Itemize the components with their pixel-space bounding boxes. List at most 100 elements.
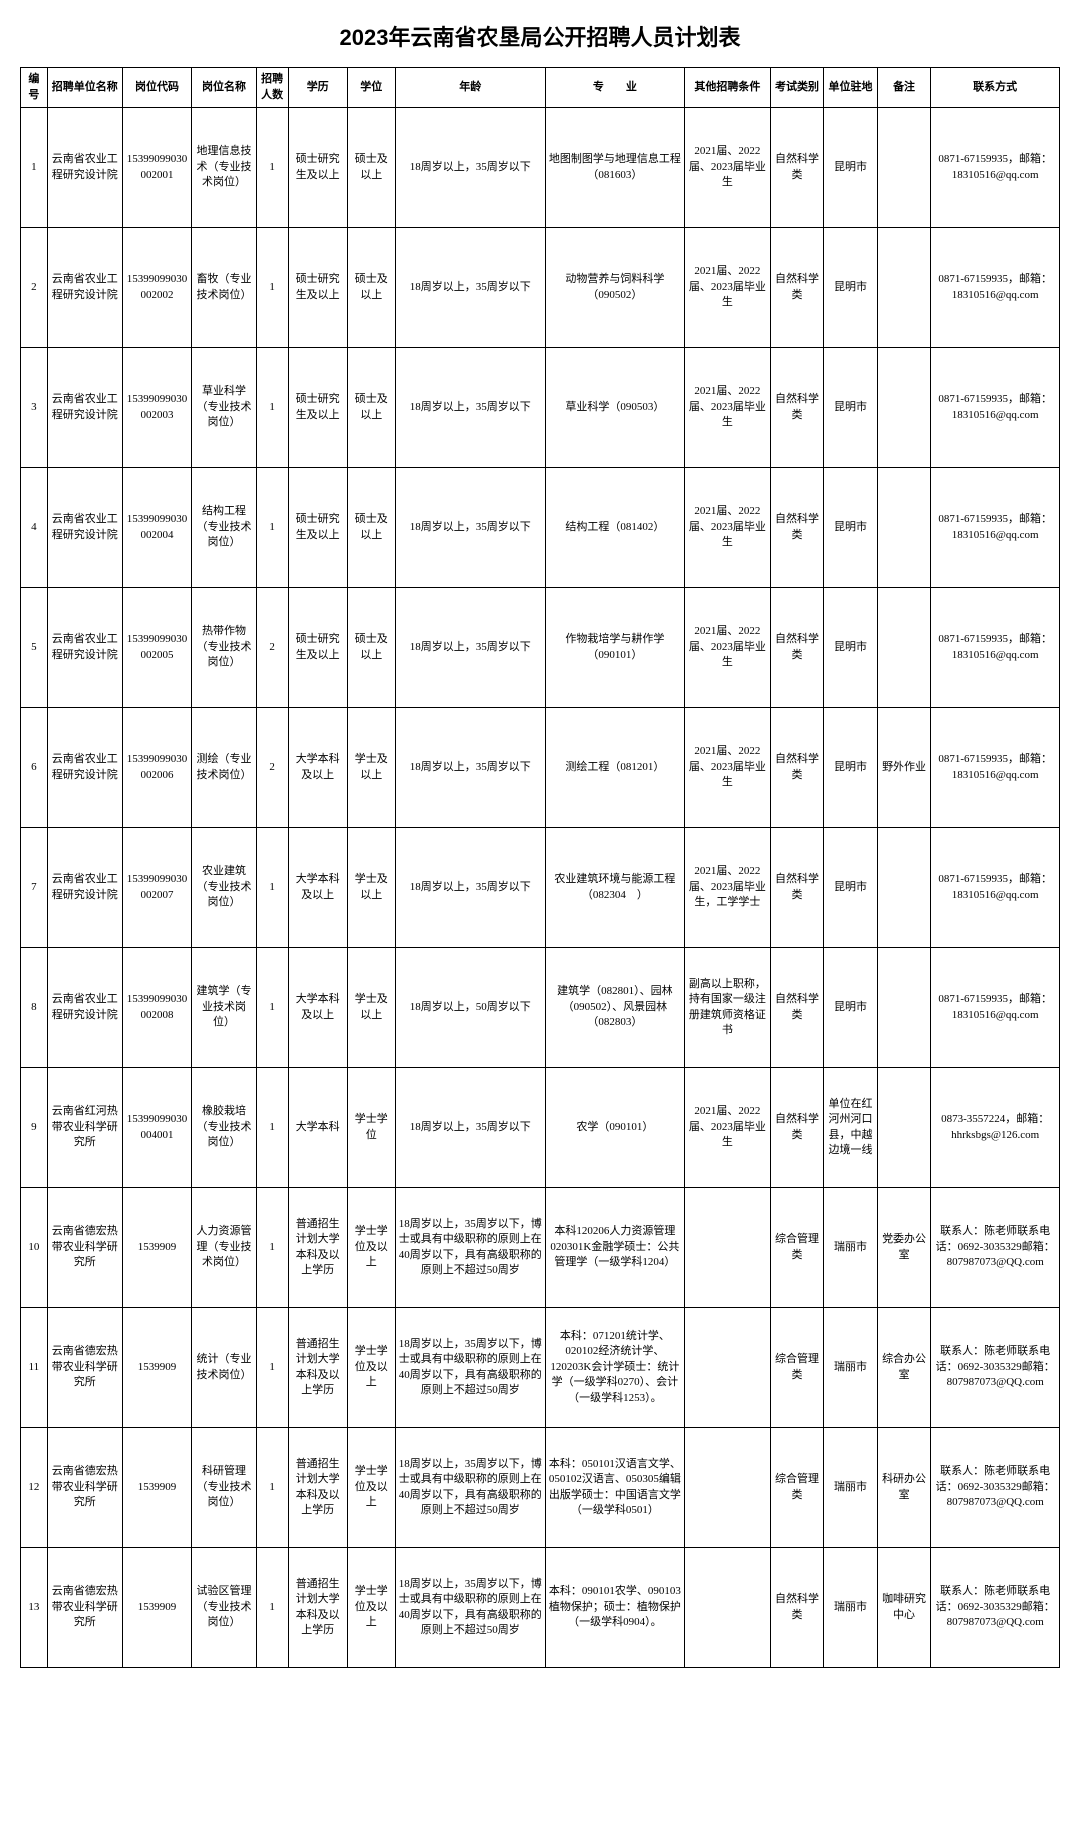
- cell-education: 硕士研究生及以上: [288, 348, 347, 468]
- cell-major: 建筑学（082801）、园林（090502）、风景园林（082803）: [545, 948, 684, 1068]
- cell-education: 大学本科及以上: [288, 948, 347, 1068]
- table-header-row: 编号 招聘单位名称 岗位代码 岗位名称 招聘人数 学历 学位 年龄 专 业 其他…: [21, 68, 1060, 108]
- cell-contact: 0873-3557224，邮箱：hhrksbgs@126.com: [931, 1068, 1060, 1188]
- cell-unit: 云南省农业工程研究设计院: [47, 948, 122, 1068]
- cell-age: 18周岁以上，35周岁以下，博士或具有中级职称的原则上在40周岁以下，具有高级职…: [395, 1308, 545, 1428]
- cell-location: 昆明市: [824, 588, 878, 708]
- header-location: 单位驻地: [824, 68, 878, 108]
- cell-major: 农业建筑环境与能源工程（082304 ）: [545, 828, 684, 948]
- cell-other: 2021届、2022届、2023届毕业生: [685, 348, 771, 468]
- header-exam: 考试类别: [770, 68, 824, 108]
- cell-position: 科研管理（专业技术岗位）: [192, 1428, 256, 1548]
- cell-education: 硕士研究生及以上: [288, 468, 347, 588]
- header-num: 编号: [21, 68, 48, 108]
- cell-count: 1: [256, 348, 288, 468]
- cell-other: 2021届、2022届、2023届毕业生，工学学士: [685, 828, 771, 948]
- recruitment-table: 编号 招聘单位名称 岗位代码 岗位名称 招聘人数 学历 学位 年龄 专 业 其他…: [20, 67, 1060, 1668]
- cell-remark: [877, 108, 931, 228]
- cell-unit: 云南省农业工程研究设计院: [47, 228, 122, 348]
- cell-num: 13: [21, 1548, 48, 1668]
- cell-code: 15399099030002001: [122, 108, 192, 228]
- cell-age: 18周岁以上，35周岁以下，博士或具有中级职称的原则上在40周岁以下，具有高级职…: [395, 1548, 545, 1668]
- header-code: 岗位代码: [122, 68, 192, 108]
- cell-location: 昆明市: [824, 108, 878, 228]
- cell-location: 昆明市: [824, 948, 878, 1068]
- cell-num: 4: [21, 468, 48, 588]
- cell-age: 18周岁以上，35周岁以下: [395, 348, 545, 468]
- cell-other: 2021届、2022届、2023届毕业生: [685, 708, 771, 828]
- cell-contact: 联系人：陈老师联系电话：0692-3035329邮箱：807987073@QQ.…: [931, 1308, 1060, 1428]
- header-education: 学历: [288, 68, 347, 108]
- cell-degree: 硕士及以上: [347, 468, 395, 588]
- header-remark: 备注: [877, 68, 931, 108]
- cell-location: 瑞丽市: [824, 1428, 878, 1548]
- cell-code: 15399099030002002: [122, 228, 192, 348]
- cell-num: 9: [21, 1068, 48, 1188]
- cell-other: 副高以上职称，持有国家一级注册建筑师资格证书: [685, 948, 771, 1068]
- cell-exam: 自然科学类: [770, 948, 824, 1068]
- cell-position: 地理信息技术（专业技术岗位）: [192, 108, 256, 228]
- cell-major: 本科：071201统计学、020102经济统计学、120203K会计学硕士：统计…: [545, 1308, 684, 1428]
- table-row: 5云南省农业工程研究设计院15399099030002005热带作物（专业技术岗…: [21, 588, 1060, 708]
- cell-major: 地图制图学与地理信息工程（081603）: [545, 108, 684, 228]
- cell-contact: 0871-67159935，邮箱：18310516@qq.com: [931, 108, 1060, 228]
- cell-age: 18周岁以上，35周岁以下: [395, 228, 545, 348]
- cell-num: 1: [21, 108, 48, 228]
- cell-education: 硕士研究生及以上: [288, 588, 347, 708]
- cell-remark: [877, 948, 931, 1068]
- cell-contact: 0871-67159935，邮箱：18310516@qq.com: [931, 708, 1060, 828]
- cell-major: 草业科学（090503）: [545, 348, 684, 468]
- cell-education: 硕士研究生及以上: [288, 108, 347, 228]
- cell-position: 橡胶栽培（专业技术岗位）: [192, 1068, 256, 1188]
- table-row: 9云南省红河热带农业科学研究所15399099030004001橡胶栽培（专业技…: [21, 1068, 1060, 1188]
- header-count: 招聘人数: [256, 68, 288, 108]
- cell-count: 1: [256, 828, 288, 948]
- cell-exam: 自然科学类: [770, 828, 824, 948]
- cell-major: 测绘工程（081201）: [545, 708, 684, 828]
- cell-location: 瑞丽市: [824, 1548, 878, 1668]
- page-title: 2023年云南省农垦局公开招聘人员计划表: [20, 20, 1060, 52]
- cell-major: 本科：090101农学、090103植物保护；硕士：植物保护（一级学科0904）…: [545, 1548, 684, 1668]
- cell-exam: 自然科学类: [770, 1548, 824, 1668]
- cell-contact: 联系人：陈老师联系电话：0692-3035329邮箱：807987073@QQ.…: [931, 1188, 1060, 1308]
- cell-code: 15399099030002004: [122, 468, 192, 588]
- cell-position: 结构工程（专业技术岗位）: [192, 468, 256, 588]
- cell-exam: 自然科学类: [770, 588, 824, 708]
- header-contact: 联系方式: [931, 68, 1060, 108]
- cell-count: 1: [256, 108, 288, 228]
- cell-unit: 云南省德宏热带农业科学研究所: [47, 1428, 122, 1548]
- cell-location: 瑞丽市: [824, 1308, 878, 1428]
- table-row: 10云南省德宏热带农业科学研究所1539909人力资源管理（专业技术岗位）1普通…: [21, 1188, 1060, 1308]
- cell-major: 结构工程（081402）: [545, 468, 684, 588]
- cell-age: 18周岁以上，35周岁以下: [395, 468, 545, 588]
- cell-education: 大学本科及以上: [288, 828, 347, 948]
- cell-location: 昆明市: [824, 348, 878, 468]
- cell-remark: [877, 828, 931, 948]
- table-row: 3云南省农业工程研究设计院15399099030002003草业科学（专业技术岗…: [21, 348, 1060, 468]
- cell-position: 人力资源管理（专业技术岗位）: [192, 1188, 256, 1308]
- cell-unit: 云南省农业工程研究设计院: [47, 828, 122, 948]
- cell-location: 瑞丽市: [824, 1188, 878, 1308]
- cell-age: 18周岁以上，35周岁以下: [395, 588, 545, 708]
- cell-exam: 自然科学类: [770, 1068, 824, 1188]
- header-other: 其他招聘条件: [685, 68, 771, 108]
- cell-num: 3: [21, 348, 48, 468]
- cell-location: 昆明市: [824, 228, 878, 348]
- cell-contact: 0871-67159935，邮箱：18310516@qq.com: [931, 348, 1060, 468]
- cell-num: 5: [21, 588, 48, 708]
- cell-exam: 综合管理类: [770, 1188, 824, 1308]
- cell-num: 11: [21, 1308, 48, 1428]
- cell-count: 2: [256, 588, 288, 708]
- cell-other: 2021届、2022届、2023届毕业生: [685, 1068, 771, 1188]
- cell-num: 10: [21, 1188, 48, 1308]
- cell-exam: 自然科学类: [770, 228, 824, 348]
- cell-num: 12: [21, 1428, 48, 1548]
- cell-unit: 云南省农业工程研究设计院: [47, 348, 122, 468]
- cell-position: 畜牧（专业技术岗位）: [192, 228, 256, 348]
- cell-contact: 联系人：陈老师联系电话：0692-3035329邮箱：807987073@QQ.…: [931, 1548, 1060, 1668]
- cell-unit: 云南省德宏热带农业科学研究所: [47, 1548, 122, 1668]
- header-position: 岗位名称: [192, 68, 256, 108]
- cell-position: 草业科学（专业技术岗位）: [192, 348, 256, 468]
- cell-count: 1: [256, 468, 288, 588]
- cell-exam: 自然科学类: [770, 468, 824, 588]
